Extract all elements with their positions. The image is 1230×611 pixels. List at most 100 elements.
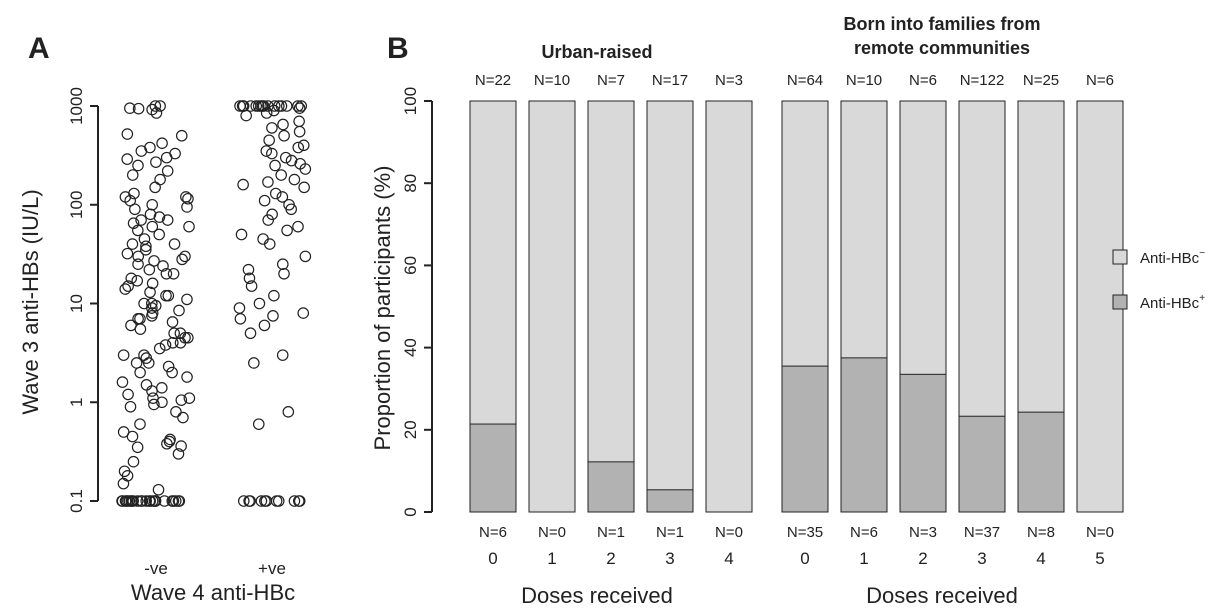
panel-a-point — [148, 398, 160, 411]
panel-b-ytick-label: 40 — [401, 338, 420, 357]
panel-a-point — [176, 253, 188, 266]
panel-a-point — [142, 357, 155, 369]
panel-a-point — [140, 240, 152, 253]
panel-a-point — [126, 238, 139, 250]
panel-a-point — [159, 339, 172, 351]
bar-anti-hbc-positive — [958, 415, 1006, 513]
panel-a-point — [267, 310, 279, 322]
panel-a-point — [260, 145, 273, 157]
panel-a-point — [132, 102, 145, 115]
bar-total-label: N=17 — [652, 72, 688, 89]
panel-a-point — [162, 360, 175, 373]
panel-a-point — [153, 228, 165, 241]
panel-a-point — [280, 100, 293, 112]
bar-positive-label: N=3 — [909, 524, 937, 541]
panel-a-point — [268, 100, 281, 112]
panel-a-point — [183, 392, 196, 404]
panel-a-point — [157, 260, 169, 272]
panel-a-point — [126, 430, 139, 443]
bar-positive-label: N=6 — [479, 524, 507, 541]
panel-b-ytick-label: 60 — [401, 256, 420, 275]
panel-a-point — [297, 139, 310, 152]
bar-positive-label: N=1 — [597, 524, 625, 541]
panel-a-point — [263, 238, 276, 250]
panel-a-point — [276, 349, 289, 361]
panel-a-point — [124, 102, 136, 114]
bar-anti-hbc-positive — [587, 461, 635, 513]
panel-a-point — [154, 100, 166, 112]
panel-a-ytick-label: 10 — [67, 294, 86, 313]
panel-a-point — [166, 495, 179, 507]
panel-a-point — [285, 203, 298, 216]
bar-anti-hbc-positive — [469, 423, 517, 513]
panel-a-point — [172, 448, 185, 460]
panel-a-point — [257, 233, 269, 245]
bar-total-label: N=22 — [475, 72, 511, 89]
panel-a-ylabel: Wave 3 anti-HBs (IU/L) — [18, 189, 43, 414]
panel-a-point — [156, 137, 168, 150]
panel-a-point — [258, 319, 271, 332]
panel-a-point — [266, 122, 278, 134]
bar-anti-hbc-negative — [646, 100, 694, 513]
panel-a-point — [255, 495, 268, 507]
panel-a-point — [126, 169, 139, 181]
panel-a-point — [293, 115, 305, 128]
panel-a-point — [288, 173, 301, 186]
panel-a-point — [262, 176, 274, 188]
panel-b-plot: 020406080100N=22N=60N=10N=01N=7N=12N=17N… — [401, 72, 1124, 568]
panel-a-point — [129, 203, 141, 216]
bar-anti-hbc-positive — [899, 373, 947, 513]
panel-a-point — [149, 181, 161, 194]
bar-positive-label: N=37 — [964, 524, 1000, 541]
panel-a-point — [132, 159, 144, 172]
panel-a-point — [237, 495, 250, 507]
panel-a-xlabel: Wave 4 anti-HBc — [131, 580, 295, 605]
panel-a-ytick-label: 1 — [67, 398, 86, 407]
panel-a-point — [116, 495, 129, 507]
panel-a-point — [292, 220, 304, 233]
panel-a-point — [234, 100, 246, 112]
panel-a-point — [292, 141, 305, 154]
bar-category-label: 4 — [1036, 549, 1045, 568]
panel-a-point — [266, 147, 278, 160]
panel-a-point — [156, 382, 168, 394]
panel-a-point — [181, 201, 193, 213]
panel-a-point — [160, 267, 173, 280]
panel-a-point — [131, 274, 144, 287]
panel-a-point — [244, 327, 257, 340]
group-urban-title: Urban-raised — [541, 42, 652, 62]
panel-a-point — [119, 283, 132, 295]
panel-a-point — [262, 214, 274, 226]
panel-a-point — [131, 441, 144, 454]
panel-a-point — [293, 495, 305, 507]
panel-a-point — [173, 304, 185, 317]
panel-a-point — [132, 224, 144, 237]
bar-anti-hbc-positive — [781, 365, 829, 513]
panel-a-point — [257, 100, 270, 112]
bar-anti-hbc-negative — [705, 100, 753, 513]
panel-a-point — [150, 156, 162, 168]
bar-total-label: N=10 — [534, 72, 570, 89]
legend-label-pos: Anti-HBc+ — [1140, 293, 1205, 312]
panel-a-xtick-pos: +ve — [258, 559, 286, 578]
panel-a-point — [183, 220, 195, 233]
panel-a-point — [117, 477, 130, 490]
panel-a-point — [243, 272, 256, 285]
bar-positive-label: N=6 — [850, 524, 878, 541]
panel-a-point — [122, 280, 134, 292]
bar-category-label: 5 — [1095, 549, 1104, 568]
panel-a-point — [235, 228, 248, 241]
panel-a-point — [270, 495, 283, 507]
panel-a-point — [144, 286, 156, 299]
panel-a-point — [299, 163, 312, 175]
panel-a-point — [275, 169, 287, 181]
bar-total-label: N=7 — [597, 72, 625, 89]
panel-a-point — [168, 238, 181, 250]
panel-a-point — [117, 426, 130, 438]
panel-a-point — [154, 173, 166, 186]
panel-a-point — [282, 406, 295, 418]
panel-a-point — [121, 153, 134, 165]
panel-a-point — [124, 400, 137, 413]
panel-a-ytick-label: 100 — [67, 191, 86, 219]
panel-a-point — [161, 165, 174, 177]
